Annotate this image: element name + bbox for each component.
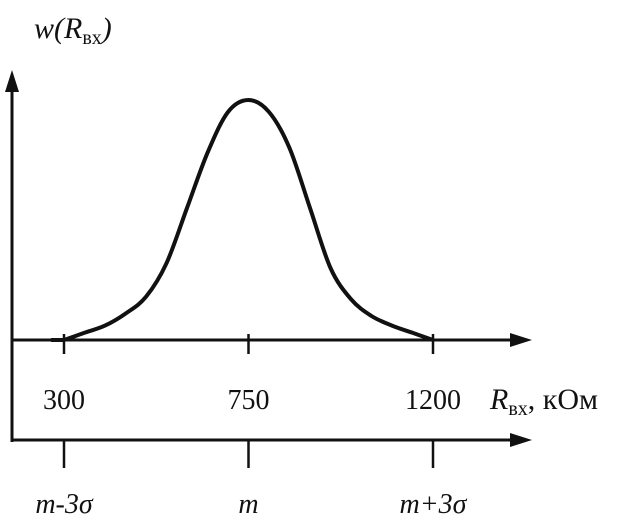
sigma-tick-group (62, 440, 435, 468)
y-label-sub: вх (82, 27, 101, 49)
x-label-unit: , кОм (528, 383, 598, 416)
x-tick-label-1: 750 (228, 385, 270, 416)
density-curve (50, 98, 435, 342)
x-axis-label: Rвх, кОм (489, 383, 598, 420)
y-axis-label: w(Rвх) (34, 12, 112, 49)
sigma-label-0: m-3σ (35, 489, 94, 520)
y-label-close: ) (100, 12, 112, 45)
x-axis-arrow (510, 333, 532, 347)
x-label-sub: вх (508, 398, 527, 420)
sigma-label-group: m-3σ m m+3σ (35, 489, 467, 520)
sigma-axis-arrow (510, 433, 532, 447)
y-label-main: w(R (34, 12, 82, 45)
x-tick-label-2: 1200 (405, 385, 461, 416)
tick-group (62, 334, 435, 354)
x-tick-label-0: 300 (43, 385, 85, 416)
sigma-label-2: m+3σ (400, 489, 468, 520)
x-label-main: R (489, 383, 508, 416)
y-axis-arrow (5, 70, 19, 92)
sigma-label-1: m (238, 489, 258, 520)
tick-label-group: 300 750 1200 (43, 385, 461, 416)
